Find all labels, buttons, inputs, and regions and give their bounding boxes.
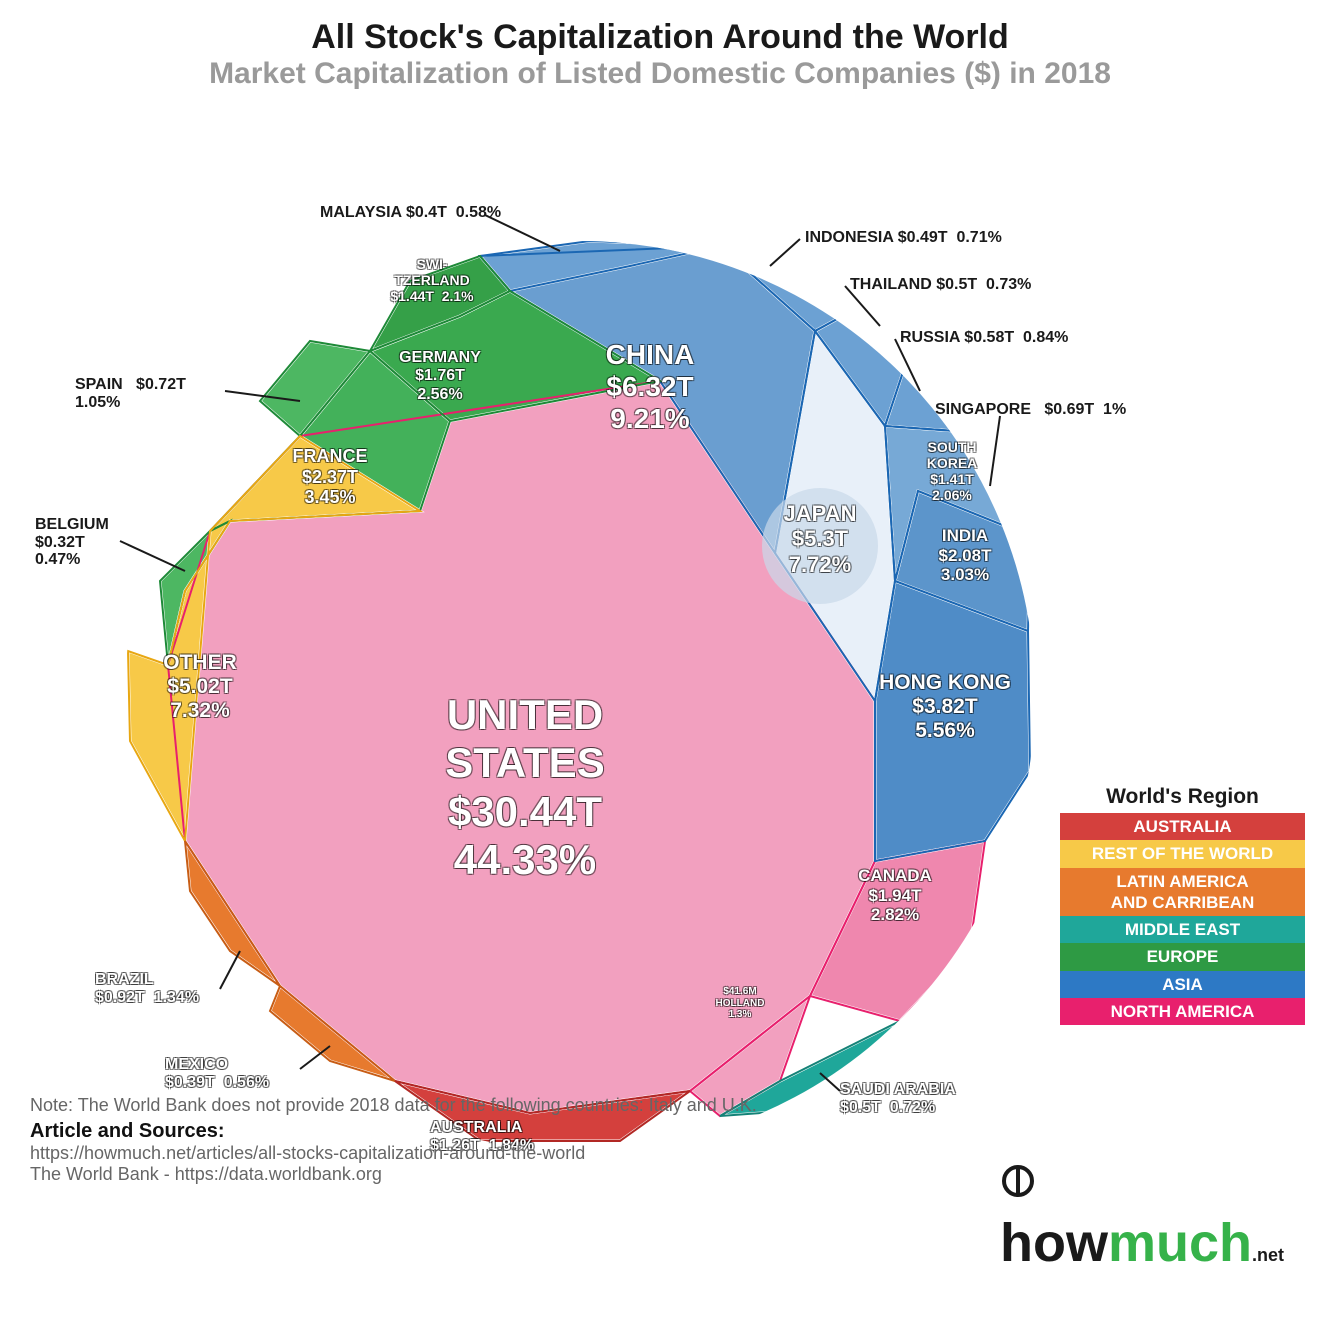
callout-sg: SINGAPORE $0.69T 1%	[935, 401, 1126, 419]
legend-row: EUROPE	[1060, 943, 1305, 970]
legend-row: NORTH AMERICA	[1060, 998, 1305, 1025]
legend-row: MIDDLE EAST	[1060, 916, 1305, 943]
legend-title: World's Region	[1060, 785, 1305, 809]
callout-saudi: SAUDI ARABIA $0.5T 0.72%	[840, 1081, 956, 1116]
brand-logo: howmuch.net	[1000, 1150, 1320, 1274]
footer-sources-header: Article and Sources:	[30, 1120, 757, 1143]
legend-row: LATIN AMERICA AND CARRIBEAN	[1060, 868, 1305, 917]
callout-mexico: MEXICO $0.39T 0.56%	[165, 1056, 269, 1091]
legend: World's Region AUSTRALIAREST OF THE WORL…	[1060, 785, 1305, 1025]
brand-much: much	[1108, 1213, 1252, 1273]
callout-belgium: BELGIUM $0.32T 0.47%	[35, 516, 109, 569]
footer-note: Note: The World Bank does not provide 20…	[30, 1095, 757, 1116]
chart-title: All Stock's Capitalization Around the Wo…	[0, 0, 1320, 57]
callout-id: INDONESIA $0.49T 0.71%	[805, 229, 1002, 247]
footer: Note: The World Bank does not provide 20…	[30, 1095, 757, 1185]
callout-ru: RUSSIA $0.58T 0.84%	[900, 329, 1068, 347]
brand-net: .net	[1252, 1245, 1284, 1265]
footer-source-1: https://howmuch.net/articles/all-stocks-…	[30, 1143, 757, 1164]
callout-spain: SPAIN $0.72T 1.05%	[75, 376, 186, 411]
callout-th: THAILAND $0.5T 0.73%	[850, 276, 1031, 294]
callout-my: MALAYSIA $0.4T 0.58%	[320, 204, 501, 222]
chart-subtitle: Market Capitalization of Listed Domestic…	[0, 57, 1320, 91]
legend-row: AUSTRALIA	[1060, 813, 1305, 840]
legend-row: REST OF THE WORLD	[1060, 840, 1305, 867]
legend-row: ASIA	[1060, 971, 1305, 998]
callout-brazil: BRAZIL $0.92T 1.34%	[95, 971, 199, 1006]
footer-source-2: The World Bank - https://data.worldbank.…	[30, 1164, 757, 1185]
brand-how: how	[1000, 1213, 1108, 1273]
